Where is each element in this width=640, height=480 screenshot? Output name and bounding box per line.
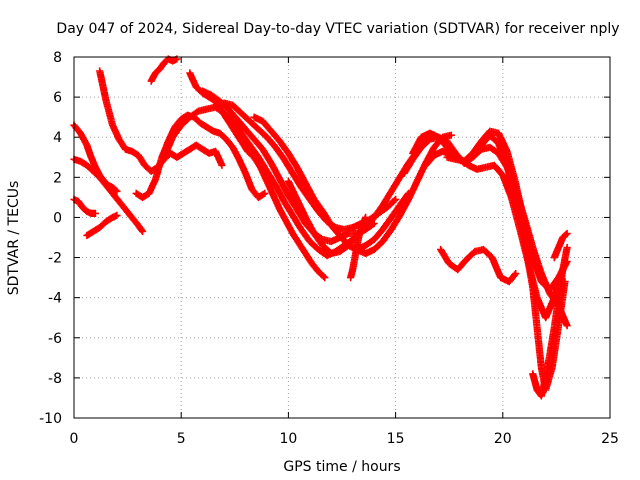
y-tick-label: -6 [48, 331, 62, 347]
series-arc-21 [550, 229, 571, 262]
y-tick-label: 2 [53, 170, 62, 186]
y-tick-label: -8 [48, 371, 62, 387]
x-axis-label: GPS time / hours [283, 459, 400, 475]
data-marker-path [422, 147, 567, 322]
data-marker-path [132, 111, 269, 201]
data-marker-path [70, 195, 99, 217]
data-marker-path [529, 243, 571, 400]
series-arc-22 [437, 245, 520, 286]
data-marker-path [186, 69, 329, 282]
series-arc-8 [186, 69, 329, 282]
series-arc-5 [96, 67, 226, 175]
data-layer [70, 55, 571, 400]
x-tick-label: 0 [70, 431, 79, 447]
plot-frame [73, 56, 611, 419]
series-arc-7 [147, 55, 181, 85]
data-marker-path [83, 211, 121, 240]
y-tick-label: -2 [48, 251, 62, 267]
series-arc-4 [83, 211, 121, 240]
y-tick-label: 6 [53, 90, 62, 106]
x-tick-label: 15 [387, 431, 405, 447]
data-marker-path [147, 55, 181, 85]
data-marker-path [250, 113, 413, 254]
y-tick-label: 8 [53, 50, 62, 66]
y-tick-label: -10 [39, 411, 62, 427]
series-arc-3 [70, 195, 99, 217]
grid [74, 57, 610, 418]
x-tick-label: 25 [601, 431, 619, 447]
y-tick-label: 0 [53, 210, 62, 226]
data-marker-path [550, 229, 571, 262]
x-tick-label: 20 [494, 431, 512, 447]
series-arc-11 [220, 99, 400, 234]
y-axis-label: SDTVAR / TECUs [6, 181, 22, 296]
chart-title: Day 047 of 2024, Sidereal Day-to-day VTE… [56, 21, 619, 37]
data-marker-path [437, 245, 520, 286]
x-tick-label: 5 [177, 431, 186, 447]
data-marker-path [220, 99, 400, 234]
series-arc-6 [132, 111, 269, 201]
series-arc-18 [422, 147, 567, 322]
data-marker-path [160, 103, 357, 260]
series-arc-20 [529, 243, 571, 400]
y-tick-label: -4 [48, 291, 62, 307]
data-marker-path [96, 67, 226, 175]
series-arc-12 [250, 113, 413, 254]
series-arc-9 [160, 103, 357, 260]
x-tick-label: 10 [279, 431, 297, 447]
y-tick-label: 4 [53, 130, 62, 146]
